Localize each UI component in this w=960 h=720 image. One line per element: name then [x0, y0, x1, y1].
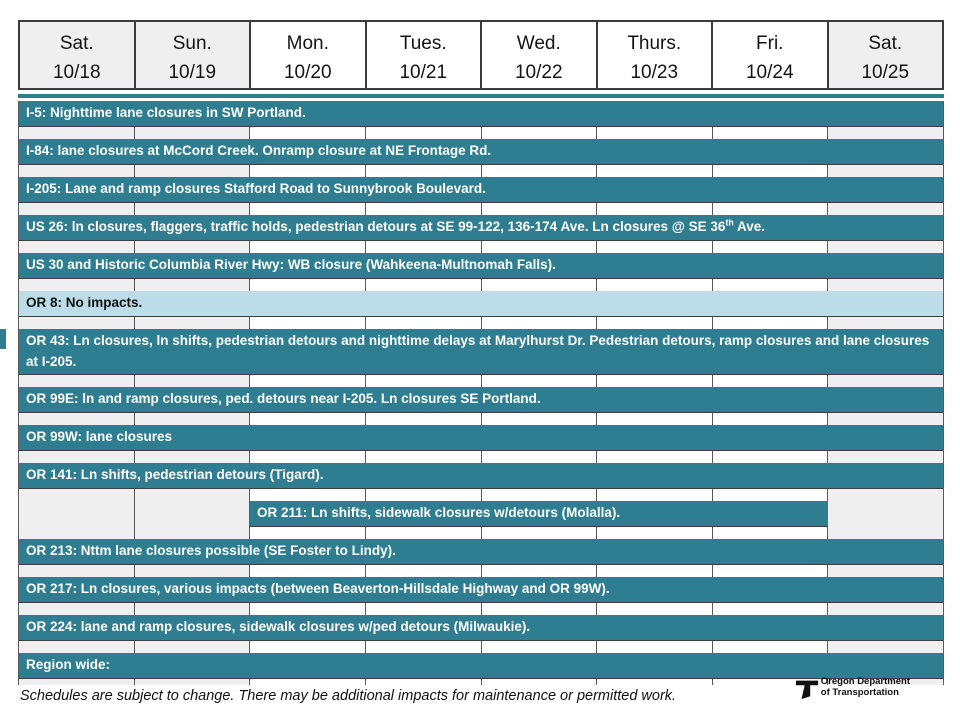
schedule-row-or43: OR 43: Ln closures, ln shifts, pedestria…	[19, 329, 943, 387]
schedule-row-us26: US 26: ln closures, flaggers, traffic ho…	[19, 215, 943, 253]
day-name: Thurs.	[627, 33, 682, 54]
day-header-0: Sat. 10/18	[20, 22, 134, 88]
impact-label: Region wide:	[26, 657, 110, 673]
day-name: Fri.	[756, 33, 784, 54]
impact-bar-or211: OR 211: Ln shifts, sidewalk closures w/d…	[250, 501, 828, 527]
day-name: Sun.	[172, 33, 212, 54]
impact-bar-or224: OR 224: lane and ramp closures, sidewalk…	[19, 615, 943, 641]
impact-bar-or141: OR 141: Ln shifts, pedestrian detours (T…	[19, 463, 943, 489]
day-column-cell	[827, 501, 943, 539]
schedule-row-or99w: OR 99W: lane closures	[19, 425, 943, 463]
schedule-row-or8: OR 8: No impacts.	[19, 291, 943, 329]
schedule-row-or213: OR 213: Nttm lane closures possible (SE …	[19, 539, 943, 577]
impact-bar-or99w: OR 99W: lane closures	[19, 425, 943, 451]
day-column-cell	[19, 501, 134, 539]
schedule-row-i205: I-205: Lane and ramp closures Stafford R…	[19, 177, 943, 215]
day-header-row: Sat. 10/18 Sun. 10/19 Mon. 10/20 Tues. 10/21 Wed…	[18, 20, 944, 90]
schedule-row-or211: OR 211: Ln shifts, sidewalk closures w/d…	[19, 501, 943, 539]
day-date: 10/25	[861, 61, 910, 83]
day-date: 10/18	[52, 61, 101, 83]
impact-bar-i205: I-205: Lane and ramp closures Stafford R…	[19, 177, 943, 203]
schedule-row-i5: I-5: Nighttime lane closures in SW Portl…	[19, 101, 943, 139]
schedule-row-us30: US 30 and Historic Columbia River Hwy: W…	[19, 253, 943, 291]
impact-bar-i84: I-84: lane closures at McCord Creek. Onr…	[19, 139, 943, 165]
schedule-row-regionwide: Region wide:	[19, 653, 943, 685]
impact-bar-or99e: OR 99E: ln and ramp closures, ped. detou…	[19, 387, 943, 413]
impact-label: OR 141: Ln shifts, pedestrian detours (T…	[26, 467, 324, 483]
schedule-row-or224: OR 224: lane and ramp closures, sidewalk…	[19, 615, 943, 653]
odot-logo-text: Oregon Department of Transportation	[820, 676, 910, 699]
schedule-row-or217: OR 217: Ln closures, various impacts (be…	[19, 577, 943, 615]
odot-logo: Oregon Department of Transportation	[795, 676, 910, 700]
schedule-row-or141: OR 141: Ln shifts, pedestrian detours (T…	[19, 463, 943, 501]
impact-label: OR 43: Ln closures, ln shifts, pedestria…	[26, 332, 930, 369]
day-header-7: Sat. 10/25	[826, 22, 942, 88]
day-header-4: Wed. 10/22	[480, 22, 596, 88]
impact-bar-or213: OR 213: Nttm lane closures possible (SE …	[19, 539, 943, 565]
impact-label: OR 99W: lane closures	[26, 429, 173, 445]
impact-label: OR 224: lane and ramp closures, sidewalk…	[26, 619, 531, 635]
impact-label: I-205: Lane and ramp closures Stafford R…	[26, 181, 486, 197]
impact-label: OR 213: Nttm lane closures possible (SE …	[26, 543, 396, 559]
day-name: Mon.	[286, 33, 329, 54]
header-divider	[18, 94, 944, 98]
impact-label: US 26: ln closures, flaggers, traffic ho…	[26, 217, 765, 235]
impact-label: OR 217: Ln closures, various impacts (be…	[26, 581, 610, 597]
day-header-2: Mon. 10/20	[249, 22, 365, 88]
impact-label: OR 211: Ln shifts, sidewalk closures w/d…	[257, 505, 621, 521]
day-header-5: Thurs. 10/23	[595, 22, 711, 88]
disclaimer-text: Schedules are subject to change. There m…	[20, 688, 677, 704]
impact-bar-i5: I-5: Nighttime lane closures in SW Portl…	[19, 101, 943, 127]
day-date: 10/21	[399, 61, 448, 83]
day-date: 10/24	[745, 61, 794, 83]
day-header-6: Fri. 10/24	[711, 22, 827, 88]
left-edge-mark	[0, 329, 6, 349]
odot-logo-icon	[795, 676, 819, 700]
day-name: Wed.	[516, 33, 561, 54]
impact-bar-regionwide: Region wide:	[19, 653, 943, 679]
impact-label: OR 8: No impacts.	[26, 295, 143, 311]
schedule-row-i84: I-84: lane closures at McCord Creek. Onr…	[19, 139, 943, 177]
impact-bar-us26: US 26: ln closures, flaggers, traffic ho…	[19, 215, 943, 241]
impact-bar-or217: OR 217: Ln closures, various impacts (be…	[19, 577, 943, 603]
logo-line2: of Transportation	[820, 687, 899, 698]
impact-label: I-5: Nighttime lane closures in SW Portl…	[26, 105, 306, 121]
logo-line1: Oregon Department	[820, 676, 910, 688]
day-name: Tues.	[399, 33, 447, 54]
day-header-1: Sun. 10/19	[133, 22, 249, 88]
day-header-3: Tues. 10/21	[364, 22, 480, 88]
schedule-row-or99e: OR 99E: ln and ramp closures, ped. detou…	[19, 387, 943, 425]
day-date: 10/20	[283, 61, 332, 83]
day-name: Sat.	[59, 33, 94, 54]
schedule-table: Sat. 10/18 Sun. 10/19 Mon. 10/20 Tues. 10/21 Wed…	[18, 20, 944, 685]
impact-bar-us30: US 30 and Historic Columbia River Hwy: W…	[19, 253, 943, 279]
day-date: 10/19	[168, 61, 217, 83]
impact-bar-or43: OR 43: Ln closures, ln shifts, pedestria…	[19, 329, 943, 375]
day-column-cell	[133, 501, 250, 539]
impact-bar-or8: OR 8: No impacts.	[19, 291, 943, 317]
day-date: 10/23	[630, 61, 679, 83]
day-date: 10/22	[514, 61, 563, 83]
impact-label: I-84: lane closures at McCord Creek. Onr…	[26, 143, 492, 159]
schedule-rows: I-5: Nighttime lane closures in SW Portl…	[18, 101, 944, 685]
impact-label: US 30 and Historic Columbia River Hwy: W…	[26, 257, 556, 273]
impact-label: OR 99E: ln and ramp closures, ped. detou…	[26, 391, 541, 407]
day-name: Sat.	[868, 33, 903, 54]
